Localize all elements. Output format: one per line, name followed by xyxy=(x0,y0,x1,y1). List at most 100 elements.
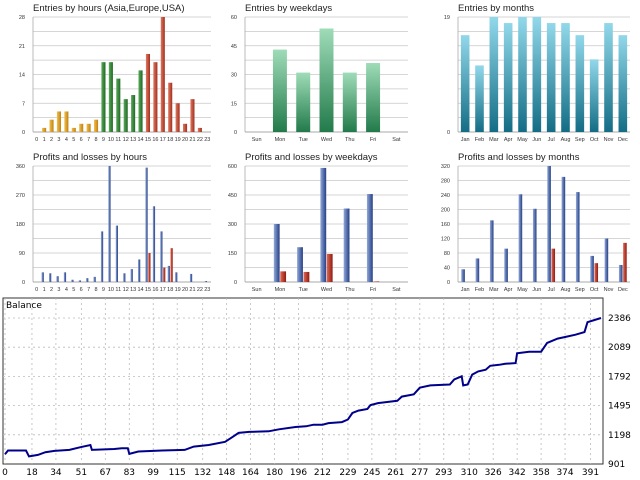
x-tick-label: 51 xyxy=(76,468,87,478)
x-tick-label: 4 xyxy=(65,287,68,293)
profit-bar xyxy=(49,273,52,282)
y-tick-label: 120 xyxy=(441,237,450,243)
x-tick-label: 99 xyxy=(148,468,160,478)
x-tick-label: 164 xyxy=(242,468,259,478)
x-tick-label: 67 xyxy=(100,468,111,478)
y-tick-label: 0 xyxy=(22,280,25,286)
bar xyxy=(108,62,113,132)
x-tick-label: 21 xyxy=(189,287,195,293)
loss-bar xyxy=(148,253,151,282)
profit-bar xyxy=(145,167,148,282)
profit-bar xyxy=(320,167,327,282)
x-tick-label: 9 xyxy=(102,137,105,143)
x-tick-label: Wed xyxy=(321,287,332,293)
loss-bar xyxy=(551,248,556,282)
x-tick-label: Nov xyxy=(604,287,614,293)
profit-bar xyxy=(100,231,104,282)
bar xyxy=(475,65,484,132)
x-tick-label: 6 xyxy=(80,287,83,293)
x-tick-label: Dec xyxy=(618,137,628,143)
x-tick-label: 9 xyxy=(102,287,105,293)
profit-bar xyxy=(618,264,623,282)
profit-bar xyxy=(489,220,494,282)
x-tick-label: Jul xyxy=(548,137,555,143)
x-tick-label: 34 xyxy=(50,468,62,478)
x-tick-label: 3 xyxy=(57,137,60,143)
y-tick-label: 40 xyxy=(444,266,450,272)
y-tick-label: 30 xyxy=(231,73,237,79)
x-tick-label: 17 xyxy=(160,137,166,143)
y-tick-label: 90 xyxy=(19,251,25,257)
x-tick-label: 196 xyxy=(290,468,307,478)
x-tick-label: 7 xyxy=(87,287,90,293)
bar xyxy=(618,35,628,132)
bar xyxy=(123,99,128,132)
x-tick-label: 115 xyxy=(169,468,186,478)
profit-bar xyxy=(63,272,67,282)
x-tick-label: 12 xyxy=(123,137,129,143)
y-tick-label: 15 xyxy=(231,101,237,107)
x-tick-label: 14 xyxy=(137,137,143,143)
x-tick-label: 391 xyxy=(582,468,599,478)
x-tick-label: 293 xyxy=(435,468,452,478)
x-tick-label: May xyxy=(517,287,528,293)
x-tick-label: 229 xyxy=(339,468,356,478)
y-tick-label: 80 xyxy=(444,251,450,257)
profit-bar xyxy=(152,206,156,282)
profit-bar xyxy=(189,273,193,282)
profit-bar xyxy=(160,231,163,282)
profit-bar xyxy=(93,276,96,282)
bar xyxy=(153,62,158,132)
x-tick-label: Thu xyxy=(345,137,354,143)
x-tick-label: 16 xyxy=(152,137,158,143)
loss-bar xyxy=(326,253,333,282)
x-tick-label: Dec xyxy=(618,287,628,293)
x-tick-label: 1 xyxy=(43,287,46,293)
y-tick-label: 360 xyxy=(16,164,25,170)
x-tick-label: Jun xyxy=(532,287,541,293)
x-tick-label: 3 xyxy=(57,287,60,293)
profit-bar xyxy=(86,278,89,282)
bar xyxy=(71,127,76,132)
y-tick-label: 0 xyxy=(447,130,450,136)
y-tick-label: 1495 xyxy=(608,402,631,412)
x-tick-label: Sun xyxy=(252,137,262,143)
loss-bar xyxy=(623,242,627,282)
profit-bar xyxy=(366,194,373,282)
loss-bar xyxy=(170,248,173,282)
x-tick-label: 245 xyxy=(363,468,380,478)
bar xyxy=(131,95,136,132)
x-tick-label: Feb xyxy=(475,137,484,143)
y-tick-label: 450 xyxy=(228,193,237,199)
x-tick-label: 212 xyxy=(314,468,331,478)
profit-bar xyxy=(123,273,126,282)
profit-bar xyxy=(78,280,81,282)
chart-title: Profits and losses by weekdays xyxy=(245,152,378,163)
x-tick-label: 326 xyxy=(485,468,502,478)
y-tick-label: 160 xyxy=(441,222,450,228)
bar xyxy=(168,82,173,132)
profit-bar xyxy=(461,269,465,282)
y-tick-label: 45 xyxy=(231,44,237,50)
x-tick-label: 19 xyxy=(175,137,181,143)
profit-bar xyxy=(138,259,141,282)
y-tick-label: 901 xyxy=(608,460,625,470)
y-tick-label: 2089 xyxy=(608,343,631,353)
x-tick-label: 180 xyxy=(266,468,283,478)
y-tick-label: 300 xyxy=(228,222,237,228)
bar xyxy=(296,72,311,132)
x-tick-label: 22 xyxy=(197,137,203,143)
y-tick-label: 28 xyxy=(19,15,25,21)
profit-bar xyxy=(518,194,523,282)
x-tick-label: 20 xyxy=(182,137,188,143)
x-tick-label: 19 xyxy=(175,287,181,293)
x-tick-label: 2 xyxy=(50,287,53,293)
x-tick-label: Apr xyxy=(504,137,513,143)
bar xyxy=(561,23,570,133)
bar-chart-panel: 0 150 300 450 600 Sun Mon Tue Wed Thu Fri Sat xyxy=(228,164,408,293)
y-tick-label: 200 xyxy=(441,208,450,214)
profit-bar xyxy=(297,247,303,282)
profit-bar xyxy=(167,265,170,282)
